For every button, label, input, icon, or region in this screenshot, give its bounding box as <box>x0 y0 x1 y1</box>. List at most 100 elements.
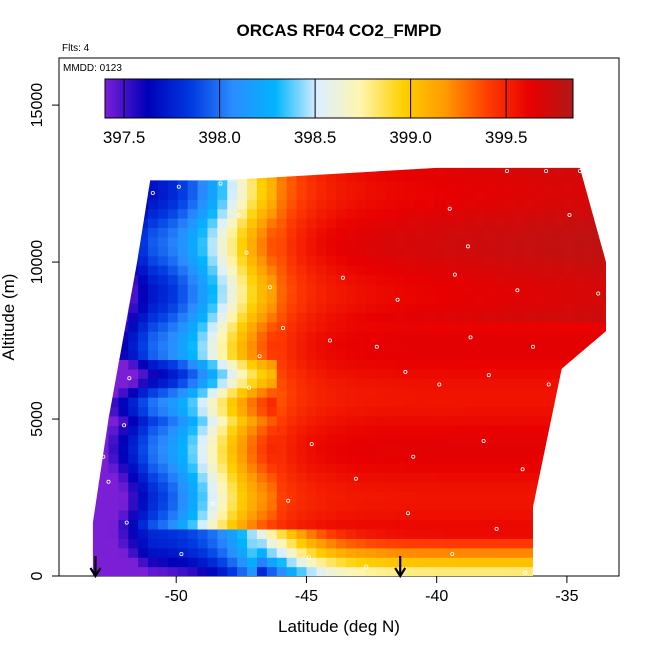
co2-cell <box>118 387 129 398</box>
co2-cell <box>227 415 238 426</box>
co2-cell <box>237 472 248 483</box>
co2-cell <box>207 538 218 549</box>
co2-cell <box>445 453 456 464</box>
x-tick-label: -35 <box>555 588 578 605</box>
co2-cell <box>534 528 545 539</box>
co2-cell <box>108 462 119 473</box>
co2-cell <box>69 463 80 473</box>
co2-cell <box>237 302 248 313</box>
co2-cell <box>395 491 407 502</box>
co2-cell <box>128 462 139 473</box>
co2-cell <box>157 246 169 257</box>
co2-cell <box>543 246 555 257</box>
co2-cell <box>583 312 595 323</box>
co2-cell <box>69 425 80 435</box>
co2-cell <box>375 519 387 530</box>
co2-cell <box>395 171 407 182</box>
co2-cell <box>435 368 446 379</box>
co2-cell <box>187 462 199 473</box>
co2-cell <box>256 425 268 436</box>
co2-cell <box>128 246 139 257</box>
co2-cell <box>603 321 606 332</box>
co2-cell <box>306 462 317 473</box>
co2-cell <box>375 538 387 549</box>
co2-cell <box>603 227 606 238</box>
co2-cell <box>266 519 278 530</box>
co2-cell <box>177 500 189 511</box>
co2-cell <box>69 228 80 238</box>
co2-cell <box>355 236 367 247</box>
co2-cell <box>593 331 604 342</box>
co2-cell <box>563 434 575 445</box>
co2-cell <box>326 331 337 342</box>
co2-cell <box>543 368 555 379</box>
co2-cell <box>494 425 505 436</box>
co2-cell <box>207 444 218 455</box>
co2-cell <box>138 462 149 473</box>
co2-cell <box>385 293 397 304</box>
co2-cell <box>256 218 268 229</box>
co2-cell <box>266 368 278 379</box>
co2-cell <box>504 444 515 455</box>
co2-cell <box>187 387 199 398</box>
co2-cell <box>504 284 515 295</box>
co2-cell <box>187 349 199 360</box>
co2-cell <box>296 538 308 549</box>
co2-cell <box>79 416 90 426</box>
co2-cell <box>59 519 70 529</box>
co2-cell <box>365 472 377 483</box>
co2-cell <box>336 397 347 408</box>
sample-points <box>101 168 601 575</box>
co2-cell <box>286 538 298 549</box>
co2-cell <box>92 167 100 172</box>
co2-cell <box>543 284 555 295</box>
colorbar: 397.5 398.0 398.5 399.0 399.5 <box>103 78 574 147</box>
co2-cell <box>118 557 129 568</box>
co2-cell <box>157 171 169 182</box>
co2-cell <box>128 274 139 285</box>
co2-cell <box>227 368 238 379</box>
co2-cell <box>247 547 258 558</box>
co2-cell <box>256 444 268 455</box>
co2-cell <box>405 415 416 426</box>
co2-cell <box>69 190 80 200</box>
co2-cell <box>583 284 595 295</box>
co2-cell <box>237 208 248 219</box>
co2-cell <box>92 406 100 417</box>
co2-cell <box>405 227 416 238</box>
co2-cell <box>256 180 268 191</box>
co2-cell <box>375 340 387 351</box>
co2-cell <box>138 557 149 568</box>
co2-cell <box>286 302 298 313</box>
co2-cell <box>385 519 397 530</box>
co2-cell <box>187 378 199 389</box>
co2-cell <box>593 453 604 464</box>
co2-cell <box>197 444 209 455</box>
co2-cell <box>256 208 268 219</box>
co2-cell <box>306 331 317 342</box>
co2-cell <box>514 340 525 351</box>
co2-cell <box>573 340 585 351</box>
co2-cell <box>187 368 199 379</box>
co2-cell <box>326 236 337 247</box>
co2-cell <box>425 236 436 247</box>
co2-cell <box>98 331 110 342</box>
co2-cell <box>514 302 525 313</box>
co2-cell <box>128 378 139 389</box>
co2-cell <box>197 528 209 539</box>
co2-cell <box>157 557 169 568</box>
sample-point <box>523 570 528 575</box>
co2-cell <box>543 415 555 426</box>
co2-cell <box>593 434 604 445</box>
co2-cell <box>177 462 189 473</box>
co2-cell <box>59 491 70 501</box>
co2-cell <box>553 519 565 530</box>
co2-cell <box>405 528 416 539</box>
co2-cell <box>138 199 149 210</box>
co2-cell <box>514 519 525 530</box>
co2-cell <box>79 538 90 548</box>
sample-point <box>280 325 285 330</box>
co2-cell <box>286 349 298 360</box>
co2-cell <box>504 312 515 323</box>
co2-cell <box>583 500 595 511</box>
